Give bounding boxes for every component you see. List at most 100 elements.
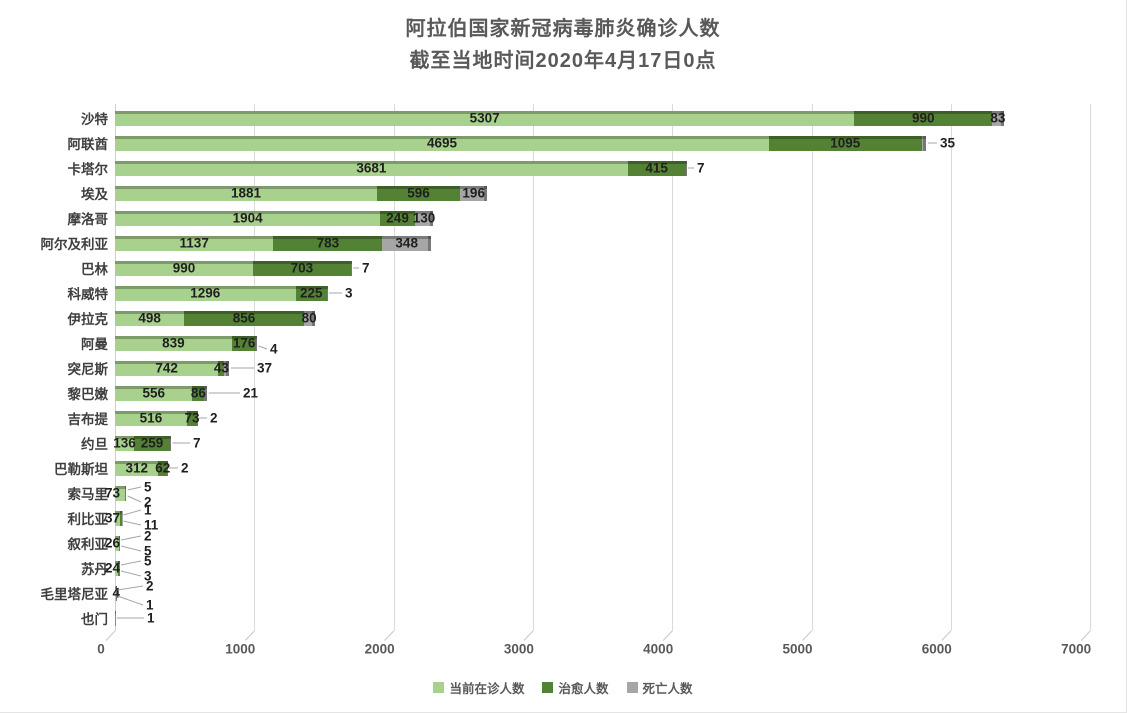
- bar-segment-cured: [231, 335, 257, 351]
- value-label-death: 5: [144, 553, 152, 569]
- value-label-death: 21: [243, 385, 259, 401]
- category-label: 索马里: [67, 487, 109, 502]
- bar-segment-death: [125, 485, 127, 501]
- bar-segment-cured: [158, 460, 168, 476]
- chart-title-line1: 阿拉伯国家新冠病毒肺炎确诊人数: [405, 18, 721, 40]
- value-label-current: 1296: [190, 285, 221, 301]
- bar-segment-cured: [118, 535, 120, 551]
- value-label-cured: 596: [407, 185, 430, 201]
- value-label-death: 7: [697, 160, 705, 176]
- bar-segment-current: [115, 135, 769, 151]
- bar-segment-current: [115, 385, 193, 401]
- category-label: 也门: [81, 612, 108, 627]
- bar-segment-death: [204, 385, 208, 401]
- bar-segment-death: [224, 360, 230, 376]
- category-label: 阿联酋: [67, 137, 109, 152]
- category-label: 苏丹: [81, 562, 108, 577]
- category-label: 叙利亚: [67, 537, 109, 552]
- value-label-death: 83: [990, 110, 1006, 126]
- bar-segment-current: [115, 260, 253, 276]
- chart-title-line2: 截至当地时间2020年4月17日0点: [409, 50, 717, 72]
- leader-line: [127, 495, 142, 503]
- category-label: 巴林: [81, 262, 108, 277]
- category-label: 科威特: [67, 287, 109, 302]
- leader-line: [120, 560, 142, 566]
- value-label-cured: 990: [911, 110, 935, 126]
- leader-line: [523, 630, 534, 641]
- value-label-cured: 73: [184, 410, 200, 426]
- category-label: 阿尔及利亚: [40, 237, 109, 252]
- bar-segment-current: [115, 335, 232, 351]
- bar-segment-death: [350, 260, 352, 276]
- value-label-current: 1: [147, 610, 155, 626]
- bar-segment-death: [921, 135, 927, 151]
- gridline: [393, 104, 395, 631]
- value-label-current: 1904: [232, 210, 263, 226]
- value-label-cured: 11: [144, 517, 159, 533]
- bar-segment-current: [115, 285, 296, 301]
- value-label-cured: 249: [386, 210, 409, 226]
- legend-label-current: 当前在诊人数: [449, 682, 525, 696]
- value-label-cured: 43: [213, 360, 229, 376]
- value-label-death: 35: [940, 135, 956, 151]
- legend-label-death: 死亡人数: [642, 682, 693, 696]
- bar-segment-cured: [218, 360, 225, 376]
- value-label-death: 2: [210, 410, 218, 426]
- bar-segment-death: [326, 285, 328, 301]
- gridline: [254, 104, 256, 631]
- leader-line: [127, 486, 142, 491]
- bar-segment-cured: [854, 110, 993, 126]
- legend-item-cured: 治愈人数: [542, 678, 609, 697]
- legend-item-death: 死亡人数: [626, 678, 693, 697]
- value-label-current: 498: [138, 310, 161, 326]
- value-label-current: 990: [172, 260, 196, 276]
- bar-segment-current: [115, 485, 126, 501]
- x-tick-label: 0: [97, 641, 105, 657]
- x-tick-label: 7000: [1061, 641, 1092, 657]
- bar-segment-death: [460, 185, 488, 201]
- bar-segment-current: [115, 235, 274, 251]
- bar-segment-cured: [769, 135, 922, 151]
- value-label-current: 4: [112, 585, 120, 601]
- category-label: 巴勒斯坦: [54, 462, 108, 477]
- bar-segment-death: [118, 560, 120, 576]
- category-label: 约旦: [81, 437, 108, 452]
- gridline: [672, 104, 674, 631]
- x-tick-label: 5000: [782, 641, 813, 657]
- bar-segment-cured: [186, 410, 198, 426]
- legend-item-current: 当前在诊人数: [433, 678, 524, 697]
- leader-line: [244, 630, 255, 641]
- bar-segment-cured: [627, 160, 686, 176]
- x-tick-label: 2000: [364, 641, 395, 657]
- bar-segment-current: [115, 210, 381, 226]
- category-label: 沙特: [81, 112, 108, 127]
- bar-segment-current: [115, 410, 187, 426]
- bar-segment-cured: [273, 235, 383, 251]
- value-label-current: 136: [113, 435, 136, 451]
- bar-segment-current: [115, 360, 219, 376]
- value-label-death: 80: [301, 310, 317, 326]
- category-label: 突尼斯: [67, 362, 109, 377]
- value-label-cured: 703: [290, 260, 314, 276]
- bar-segment-death: [121, 510, 123, 526]
- x-tick-label: 1000: [225, 641, 256, 657]
- value-label-current: 5307: [469, 110, 500, 126]
- bar-segment-death: [256, 335, 258, 351]
- gridline: [811, 104, 813, 631]
- value-label-death: 7: [362, 260, 370, 276]
- value-label-death: 1: [146, 597, 154, 613]
- bar-segment-death: [992, 110, 1004, 126]
- value-label-current: 516: [139, 410, 163, 426]
- gridline: [950, 104, 952, 631]
- value-label-cured: 415: [645, 160, 668, 176]
- bar-segment-current: [115, 510, 121, 526]
- bar-segment-current: [115, 110, 855, 126]
- x-tick-label: 6000: [921, 641, 952, 657]
- value-label-current: 1137: [179, 235, 209, 251]
- bar-segment-death: [382, 235, 431, 251]
- bar-segment-death: [303, 310, 315, 326]
- value-label-death: 3: [345, 285, 353, 301]
- bar-segment-cured: [295, 285, 327, 301]
- leader-line: [384, 630, 394, 641]
